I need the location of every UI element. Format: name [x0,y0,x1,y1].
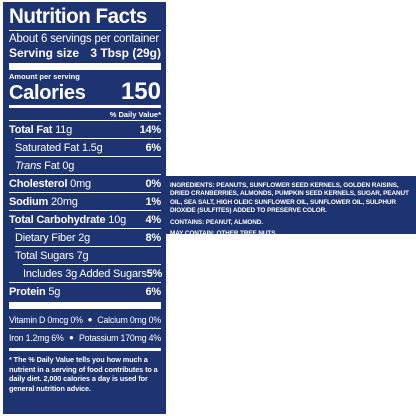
calories-value: 150 [120,78,161,105]
bullet-icon: ● [87,315,93,324]
vitamin-row: Iron 1.2mg 6% ● Potassium 170mg 4% [9,328,161,346]
ingredients-panel: INGREDIENTS: PEANUTS, SUNFLOWER SEED KER… [166,176,416,237]
nutrient-dv: 8% [145,231,162,244]
serving-size-value: 3 Tbsp (29g) [90,46,161,60]
nutrient-dv: 5% [146,267,163,280]
nutrient-amount: 10g [108,213,127,226]
nutrition-facts-panel: Nutrition Facts About 6 servings per con… [3,2,166,414]
divider [9,30,161,31]
nutrient-name: Includes 3g Added Sugars [23,267,147,280]
calories-row: Calories 150 [9,78,161,105]
nutrition-facts-title: Nutrition Facts [9,5,147,28]
trans-rest: Fat 0g [41,159,75,172]
contains-text: CONTAINS: PEANUT, ALMOND. [170,218,263,226]
nutrient-amount: 0mg [70,177,91,190]
nutrient-name: Cholesterol [9,177,68,190]
calories-label: Calories [9,82,86,104]
nutrient-row-trans-fat: Trans Fat 0g [15,156,161,174]
ingredients-text: INGREDIENTS: PEANUTS, SUNFLOWER SEED KER… [170,182,409,215]
nutrient-dv: 6% [145,285,162,298]
nutrient-row-protein: Protein 5g 6% [9,282,161,300]
vitamin-row: Vitamin D 0mcg 0% ● Calcium 0mg 0% [9,311,161,328]
divider-thick [9,63,161,70]
nutrient-row-total-sugars: Total Sugars 7g [15,246,161,264]
vitamin-left: Iron 1.2mg 6% [9,332,64,343]
nutrient-amount: 5g [48,285,61,298]
divider-medium [9,105,161,108]
trans-prefix: Trans [15,159,42,172]
vitamin-right: Calcium 0mg 0% [97,314,161,325]
nutrient-row-dietary-fiber: Dietary Fiber 2g 8% [15,228,161,246]
nutrient-dv: 14% [139,123,162,136]
nutrient-name: Total Fat [9,123,53,136]
vitamin-right: Potassium 170mg 4% [79,332,161,343]
nutrient-name: Protein [9,285,46,298]
divider-thick [9,302,161,309]
nutrient-dv: 4% [145,213,162,226]
nutrient-row-sodium: Sodium 20mg 1% [9,192,161,210]
nutrient-name: Dietary Fiber 2g [15,231,91,244]
nutrient-row-cholesterol: Cholesterol 0mg 0% [9,174,161,192]
nutrient-row-saturated-fat: Saturated Fat 1.5g 6% [15,138,161,156]
amount-per-serving: Amount per serving [9,72,80,81]
serving-size-label: Serving size [9,46,80,60]
nutrient-dv: 0% [145,177,162,190]
nutrient-row-added-sugars: Includes 3g Added Sugars 5% [23,264,163,282]
nutrient-name: Saturated Fat 1.5g [15,141,103,154]
daily-value-header: % Daily Value* [109,110,161,119]
serving-size-row: Serving size 3 Tbsp (29g) [9,46,161,61]
may-contain-text: MAY CONTAIN: OTHER TREE NUTS. [170,230,278,238]
bullet-icon: ● [69,333,74,342]
nutrient-row-total-fat: Total Fat 11g 14% [9,120,161,138]
nutrient-name: Total Carbohydrate [9,213,106,226]
divider-medium [9,348,161,351]
nutrient-dv: 1% [145,195,162,208]
daily-value-footnote: * The % Daily Value tells you how much a… [9,355,158,393]
nutrient-row-total-carbohydrate: Total Carbohydrate 10g 4% [9,210,161,228]
nutrient-amount: 11g [55,123,73,136]
vitamin-left: Vitamin D 0mcg 0% [9,314,83,325]
nutrient-name: Total Sugars 7g [15,249,89,262]
nutrient-dv: 6% [145,141,162,154]
nutrient-name: Sodium [9,195,49,208]
servings-per-container: About 6 servings per container [9,33,159,45]
nutrient-amount: 20mg [51,195,78,208]
